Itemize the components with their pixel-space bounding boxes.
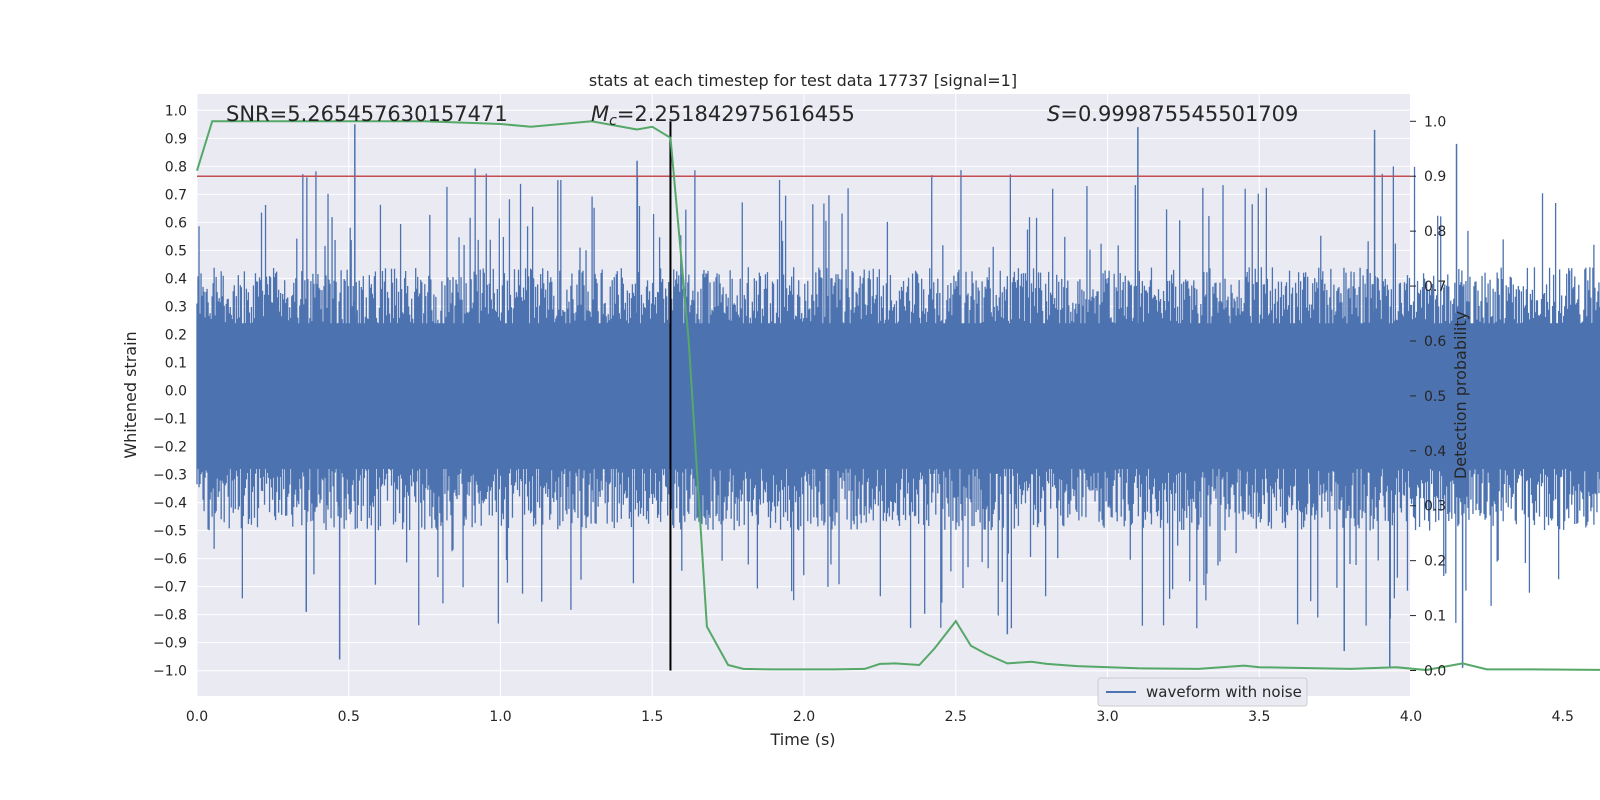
- y2-tick-label: 0.4: [1424, 444, 1446, 460]
- y-tick-label: 0.8: [165, 159, 187, 175]
- y-tick-label: −0.6: [153, 552, 187, 568]
- y-tick-label: −0.3: [153, 468, 187, 484]
- y-tick-label: 1.0: [165, 103, 187, 119]
- y-tick-label: 0.3: [165, 299, 187, 315]
- overlay-layer: [196, 120, 1600, 672]
- x-tick-label: 0.5: [338, 709, 360, 725]
- y2-tick-label: 0.3: [1424, 499, 1446, 515]
- chirp-mass-annotation: Mc=2.251842975616455: [591, 102, 855, 129]
- y-tick-label: −0.2: [153, 440, 187, 456]
- snr-annotation: SNR=5.265457630157471: [226, 102, 508, 126]
- x-tick-label: 1.0: [489, 709, 511, 725]
- x-tick-label: 0.0: [186, 709, 208, 725]
- y2-tick-label: 0.2: [1424, 554, 1446, 570]
- y2-axis-ticks: 1.0 0.9 0.8 0.7 0.6 0.5 0.4 0.3 0.2 0.1 0.0: [1410, 114, 1446, 680]
- y-tick-label: −0.7: [153, 580, 187, 596]
- y-tick-label: 0.9: [165, 131, 187, 147]
- y2-tick-label: 0.5: [1424, 389, 1446, 405]
- x-tick-label: 2.0: [793, 709, 815, 725]
- y-tick-label: 0.5: [165, 243, 187, 259]
- score-annotation: S=0.999875545501709: [1047, 102, 1298, 126]
- y-tick-label: −0.8: [153, 608, 187, 624]
- y-tick-label: −0.1: [153, 412, 187, 428]
- waveform-band: [197, 323, 1600, 469]
- y-tick-label: −0.4: [153, 496, 187, 512]
- y-tick-label: −1.0: [153, 664, 187, 680]
- legend-label: waveform with noise: [1146, 683, 1302, 701]
- x-tick-label: 4.5: [1552, 709, 1574, 725]
- y-axis-ticks: 1.0 0.9 0.8 0.7 0.6 0.5 0.4 0.3 0.2 0.1 0.0 −0.1 −0.…: [153, 103, 187, 679]
- x-tick-label: 2.5: [945, 709, 967, 725]
- detection-probability-line: [196, 120, 1600, 672]
- chirp-mass-value: =2.251842975616455: [617, 102, 855, 126]
- x-axis-ticks: 0.00.51.01.52.02.53.03.54.04.55.05.56.06…: [186, 709, 1574, 725]
- y-tick-label: 0.4: [165, 271, 187, 287]
- chirp-mass-symbol: M: [591, 102, 609, 126]
- waveform-series: [196, 124, 1600, 668]
- legend: waveform with noise: [1097, 677, 1308, 707]
- y2-tick-label: 0.1: [1424, 609, 1446, 625]
- score-value: =0.999875545501709: [1060, 102, 1298, 126]
- y-tick-label: 0.0: [165, 384, 187, 400]
- y-tick-label: −0.9: [153, 636, 187, 652]
- y-axis-label: Whitened strain: [121, 331, 140, 458]
- x-tick-label: 3.5: [1248, 709, 1270, 725]
- y2-tick-label: 0.8: [1424, 224, 1446, 240]
- y-tick-label: 0.7: [165, 187, 187, 203]
- score-symbol: S: [1047, 102, 1060, 126]
- y2-tick-label: 0.7: [1424, 279, 1446, 295]
- chart-title: stats at each timestep for test data 177…: [589, 71, 1017, 90]
- y2-axis-label: Detection probability: [1451, 311, 1470, 479]
- y2-tick-label: 0.6: [1424, 334, 1446, 350]
- y-tick-label: 0.1: [165, 355, 187, 371]
- chirp-mass-subscript: c: [609, 113, 617, 129]
- y2-tick-label: 1.0: [1424, 114, 1446, 130]
- legend-box: [1097, 677, 1308, 707]
- y2-tick-label: 0.0: [1424, 664, 1446, 680]
- y-tick-label: −0.5: [153, 524, 187, 540]
- x-tick-label: 4.0: [1400, 709, 1422, 725]
- y-tick-label: 0.6: [165, 215, 187, 231]
- y2-tick-label: 0.9: [1424, 169, 1446, 185]
- x-tick-label: 1.5: [641, 709, 663, 725]
- x-tick-label: 3.0: [1096, 709, 1118, 725]
- y-tick-label: 0.2: [165, 327, 187, 343]
- x-axis-label: Time (s): [769, 730, 835, 749]
